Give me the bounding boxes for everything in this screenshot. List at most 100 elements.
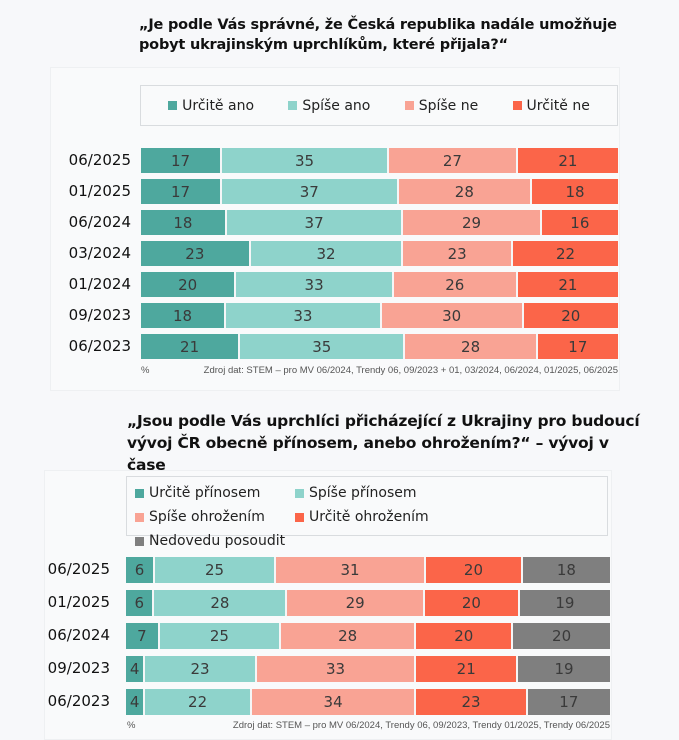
chart-2-unit-label: % — [127, 720, 136, 731]
bar-segment: 20 — [141, 272, 237, 297]
chart-1-title: „Je podle Vás správné, že Česká republik… — [139, 17, 617, 53]
data-label: 17 — [170, 182, 191, 201]
legend-swatch — [288, 101, 298, 110]
bar-segment: 27 — [389, 148, 518, 173]
legend-label: Spíše přínosem — [309, 485, 417, 501]
data-label: 28 — [210, 594, 230, 612]
bar-segment: 34 — [251, 689, 417, 715]
bar-segment: 28 — [280, 623, 417, 649]
data-label: 31 — [340, 561, 360, 579]
bar-segment: 18 — [141, 303, 226, 328]
data-label: 7 — [137, 627, 147, 645]
data-label: 32 — [316, 244, 336, 263]
data-label: 17 — [170, 151, 191, 170]
bar-segment: 31 — [276, 557, 427, 583]
bar-segment: 23 — [416, 689, 528, 715]
data-label: 33 — [293, 306, 313, 325]
legend-label: Spíše ano — [302, 97, 371, 114]
data-label: 20 — [463, 561, 484, 579]
bar-segment: 37 — [226, 210, 404, 235]
bar-segment: 26 — [393, 272, 518, 297]
category-label: 06/2024 — [68, 213, 131, 231]
data-label: 22 — [188, 693, 208, 711]
data-label: 23 — [447, 244, 467, 263]
legend-item: Nedovedu posoudit — [135, 529, 295, 553]
legend-swatch — [135, 512, 144, 522]
category-label: 01/2024 — [68, 275, 131, 293]
bar-segment: 18 — [141, 210, 227, 235]
bar-segment: 33 — [256, 656, 417, 682]
data-label: 21 — [558, 151, 578, 170]
bar-segment: 7 — [126, 623, 160, 649]
data-label: 29 — [461, 213, 482, 232]
bar-segment: 28 — [154, 590, 288, 616]
bar-segment: 22 — [145, 689, 252, 715]
legend-item: Spíše ne — [404, 97, 479, 114]
data-label: 33 — [325, 660, 346, 678]
legend-label: Spíše ne — [418, 97, 479, 114]
legend-item: Spíše ohrožením — [135, 505, 295, 529]
bar-segment: 21 — [517, 148, 618, 173]
legend-label: Určitě ohrožením — [309, 509, 429, 525]
legend-swatch — [295, 488, 304, 498]
legend-label: Určitě přínosem — [149, 485, 261, 501]
data-label: 34 — [323, 693, 343, 711]
data-label: 20 — [461, 594, 481, 612]
bar-segment: 20 — [513, 623, 610, 649]
bar-segment: 25 — [155, 557, 277, 583]
bar-segment: 20 — [424, 590, 520, 616]
data-label: 37 — [304, 213, 324, 232]
data-label: 29 — [345, 594, 365, 612]
data-label: 18 — [556, 561, 576, 579]
legend-item: Určitě přínosem — [135, 481, 295, 505]
data-label: 37 — [299, 182, 319, 201]
bar-segment: 21 — [517, 272, 618, 297]
bar-segment: 29 — [403, 210, 542, 235]
bar-segment: 23 — [141, 241, 251, 266]
bar-segment: 29 — [287, 590, 425, 616]
data-label: 6 — [134, 594, 144, 612]
bar-segment: 19 — [519, 590, 610, 616]
legend-swatch — [512, 101, 522, 110]
data-label: 20 — [178, 275, 198, 294]
chart-2-title: „Jsou podle Vás uprchlíci přicházející z… — [127, 412, 640, 474]
bar-segment: 35 — [240, 334, 406, 359]
category-label: 01/2025 — [47, 593, 110, 611]
category-label: 06/2024 — [47, 626, 110, 644]
data-label: 4 — [129, 660, 140, 678]
chart-1-legend: Určitě ano Spíše ano Spíše ne Určitě ne — [140, 85, 618, 126]
data-label: 27 — [442, 151, 462, 170]
legend-item: Určitě ano — [168, 98, 254, 114]
bar-segment: 23 — [145, 656, 257, 682]
bar-segment: 28 — [398, 179, 533, 204]
chart-2-legend: Určitě přínosem Spíše přínosem Spíše ohrož… — [126, 476, 608, 549]
bar-segment: 4 — [126, 656, 146, 682]
data-label: 16 — [570, 213, 590, 232]
bar-segment: 28 — [405, 334, 538, 359]
bar-segment: 4 — [126, 689, 146, 715]
category-label: 03/2024 — [68, 244, 131, 262]
data-label: 18 — [173, 213, 193, 232]
data-label: 21 — [558, 275, 578, 294]
data-label: 20 — [454, 627, 474, 645]
category-label: 09/2023 — [68, 306, 131, 324]
data-label: 18 — [172, 306, 193, 325]
legend-label: Spíše ohrožením — [149, 509, 265, 525]
legend-swatch — [404, 101, 414, 110]
data-label: 33 — [304, 275, 324, 294]
data-label: 6 — [134, 561, 145, 579]
data-label: 21 — [456, 660, 476, 678]
bar-segment: 16 — [541, 210, 618, 235]
legend-swatch — [135, 536, 144, 546]
bar-segment: 37 — [222, 179, 399, 204]
data-label: 22 — [555, 244, 576, 263]
data-label: 19 — [555, 594, 575, 612]
data-label: 35 — [312, 337, 332, 356]
data-label: 21 — [180, 337, 200, 356]
bar-segment: 17 — [537, 334, 618, 359]
data-label: 28 — [461, 337, 481, 356]
legend-label: Nedovedu posoudit — [149, 533, 286, 549]
bar-segment: 23 — [403, 241, 514, 266]
category-label: 06/2023 — [68, 337, 131, 355]
bar-segment: 35 — [222, 148, 390, 173]
